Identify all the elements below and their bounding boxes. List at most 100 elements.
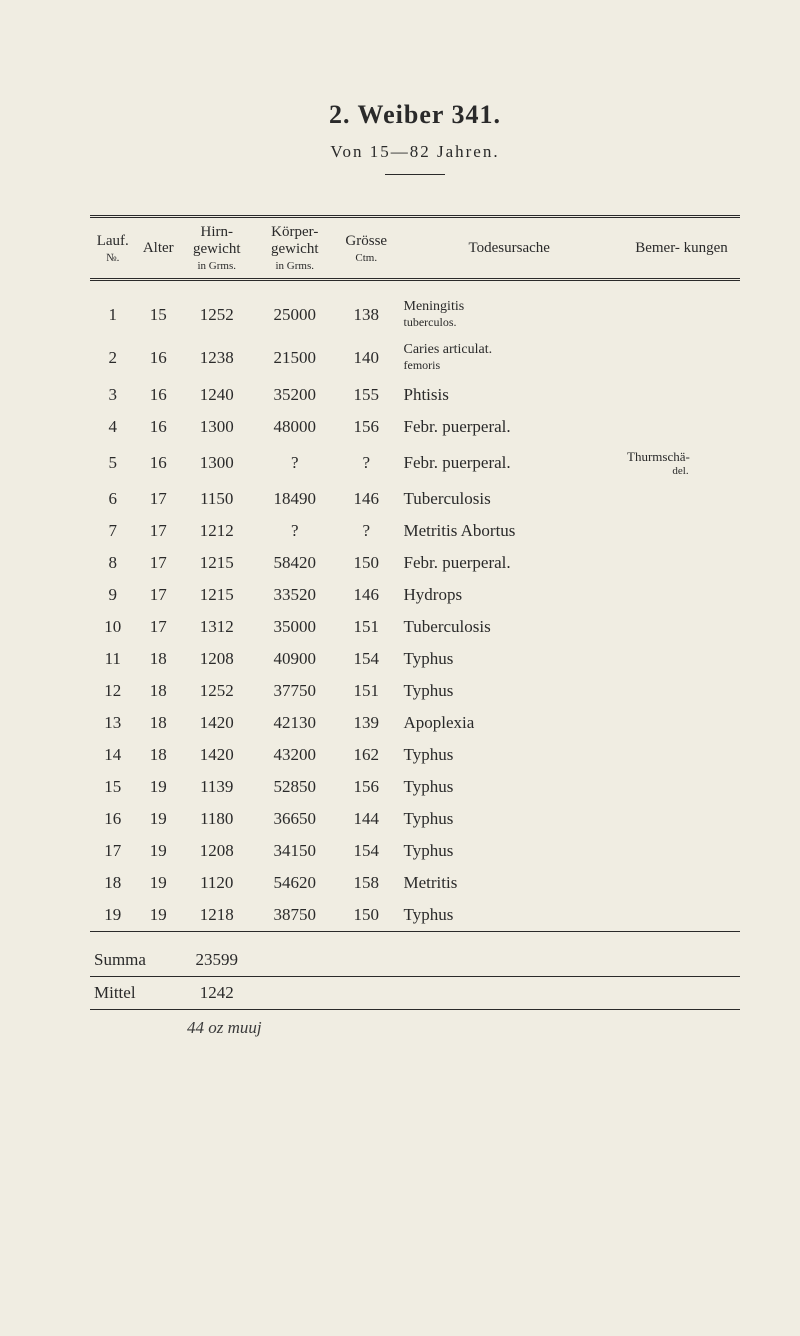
cell-todes: Febr. puerperal.: [396, 411, 624, 443]
divider-short: [385, 174, 445, 175]
cell-lauf: 5: [90, 443, 136, 483]
cell-hirn: 1215: [181, 547, 253, 579]
cell-hirn: 1218: [181, 899, 253, 932]
cell-alter: 18: [136, 643, 182, 675]
cell-hirn: 1212: [181, 515, 253, 547]
title-block: 2. Weiber 341. Von 15—82 Jahren.: [90, 100, 740, 175]
cell-lauf: 4: [90, 411, 136, 443]
table-header: Lauf. №. Alter Hirn- gewicht in Grms. Kö…: [90, 217, 740, 280]
cell-grosse: 138: [337, 280, 396, 337]
table-row: 1619118036650144Typhus: [90, 803, 740, 835]
cell-korper: 21500: [253, 336, 338, 379]
cell-grosse: 151: [337, 675, 396, 707]
cell-korper: 35000: [253, 611, 338, 643]
table-row: 115125225000138Meningitistuberculos.: [90, 280, 740, 337]
cell-bemerk: [623, 803, 740, 835]
cell-todes: Hydrops: [396, 579, 624, 611]
cell-todes: Febr. puerperal.: [396, 443, 624, 483]
cell-hirn: 1139: [181, 771, 253, 803]
header-korper: Körper- gewicht in Grms.: [253, 217, 338, 280]
cell-hirn: 1120: [181, 867, 253, 899]
cell-hirn: 1420: [181, 707, 253, 739]
handwriting-row: 44 oz muuj: [90, 1010, 740, 1045]
table-row: 1418142043200162Typhus: [90, 739, 740, 771]
cell-bemerk: [623, 771, 740, 803]
cell-grosse: 158: [337, 867, 396, 899]
cell-todes: Typhus: [396, 739, 624, 771]
cell-bemerk: [623, 867, 740, 899]
table-row: 1919121838750150Typhus: [90, 899, 740, 932]
cell-lauf: 3: [90, 379, 136, 411]
cell-korper: 48000: [253, 411, 338, 443]
handwriting-note: 44 oz muuj: [181, 1010, 396, 1045]
cell-alter: 17: [136, 547, 182, 579]
cell-todes: Phtisis: [396, 379, 624, 411]
cell-hirn: 1208: [181, 835, 253, 867]
cell-bemerk: [623, 739, 740, 771]
cell-lauf: 18: [90, 867, 136, 899]
cell-grosse: 150: [337, 899, 396, 932]
cell-grosse: 156: [337, 771, 396, 803]
cell-hirn: 1252: [181, 280, 253, 337]
cell-korper: 54620: [253, 867, 338, 899]
cell-korper: 36650: [253, 803, 338, 835]
cell-bemerk: [623, 707, 740, 739]
cell-lauf: 2: [90, 336, 136, 379]
cell-bemerk: [623, 675, 740, 707]
cell-grosse: 151: [337, 611, 396, 643]
table-row: 1218125237750151Typhus: [90, 675, 740, 707]
cell-hirn: 1300: [181, 443, 253, 483]
cell-alter: 16: [136, 336, 182, 379]
cell-bemerk: [623, 643, 740, 675]
table-row: 316124035200155Phtisis: [90, 379, 740, 411]
cell-grosse: 154: [337, 835, 396, 867]
cell-hirn: 1312: [181, 611, 253, 643]
cell-grosse: ?: [337, 515, 396, 547]
cell-todes: Metritis Abortus: [396, 515, 624, 547]
cell-hirn: 1180: [181, 803, 253, 835]
cell-hirn: 1208: [181, 643, 253, 675]
cell-alter: 18: [136, 675, 182, 707]
cell-grosse: 156: [337, 411, 396, 443]
table-row: 1519113952850156Typhus: [90, 771, 740, 803]
cell-grosse: 140: [337, 336, 396, 379]
cell-bemerk: [623, 547, 740, 579]
cell-korper: 33520: [253, 579, 338, 611]
cell-korper: 42130: [253, 707, 338, 739]
cell-lauf: 10: [90, 611, 136, 643]
cell-grosse: 155: [337, 379, 396, 411]
header-todes: Todesursache: [396, 217, 624, 280]
cell-hirn: 1252: [181, 675, 253, 707]
cell-lauf: 1: [90, 280, 136, 337]
cell-bemerk: [623, 899, 740, 932]
cell-alter: 17: [136, 611, 182, 643]
cell-alter: 17: [136, 515, 182, 547]
cell-alter: 19: [136, 835, 182, 867]
cell-todes: Caries articulat.femoris: [396, 336, 624, 379]
table-row: 917121533520146Hydrops: [90, 579, 740, 611]
cell-bemerk: [623, 379, 740, 411]
cell-lauf: 19: [90, 899, 136, 932]
cell-todes: Febr. puerperal.: [396, 547, 624, 579]
header-hirn: Hirn- gewicht in Grms.: [181, 217, 253, 280]
cell-todes: Metritis: [396, 867, 624, 899]
cell-alter: 16: [136, 379, 182, 411]
cell-hirn: 1240: [181, 379, 253, 411]
cell-alter: 17: [136, 483, 182, 515]
table-row: 1819112054620158Metritis: [90, 867, 740, 899]
cell-grosse: 150: [337, 547, 396, 579]
cell-bemerk: [623, 336, 740, 379]
table-row: 1719120834150154Typhus: [90, 835, 740, 867]
cell-alter: 18: [136, 739, 182, 771]
cell-korper: 38750: [253, 899, 338, 932]
cell-todes: Apoplexia: [396, 707, 624, 739]
cell-korper: 18490: [253, 483, 338, 515]
cell-korper: 52850: [253, 771, 338, 803]
header-grosse: Grösse Ctm.: [337, 217, 396, 280]
cell-todes: Typhus: [396, 643, 624, 675]
summa-hirn: 23599: [181, 932, 253, 977]
cell-korper: 35200: [253, 379, 338, 411]
cell-bemerk: [623, 411, 740, 443]
table-row: 617115018490146Tuberculosis: [90, 483, 740, 515]
cell-todes: Typhus: [396, 899, 624, 932]
